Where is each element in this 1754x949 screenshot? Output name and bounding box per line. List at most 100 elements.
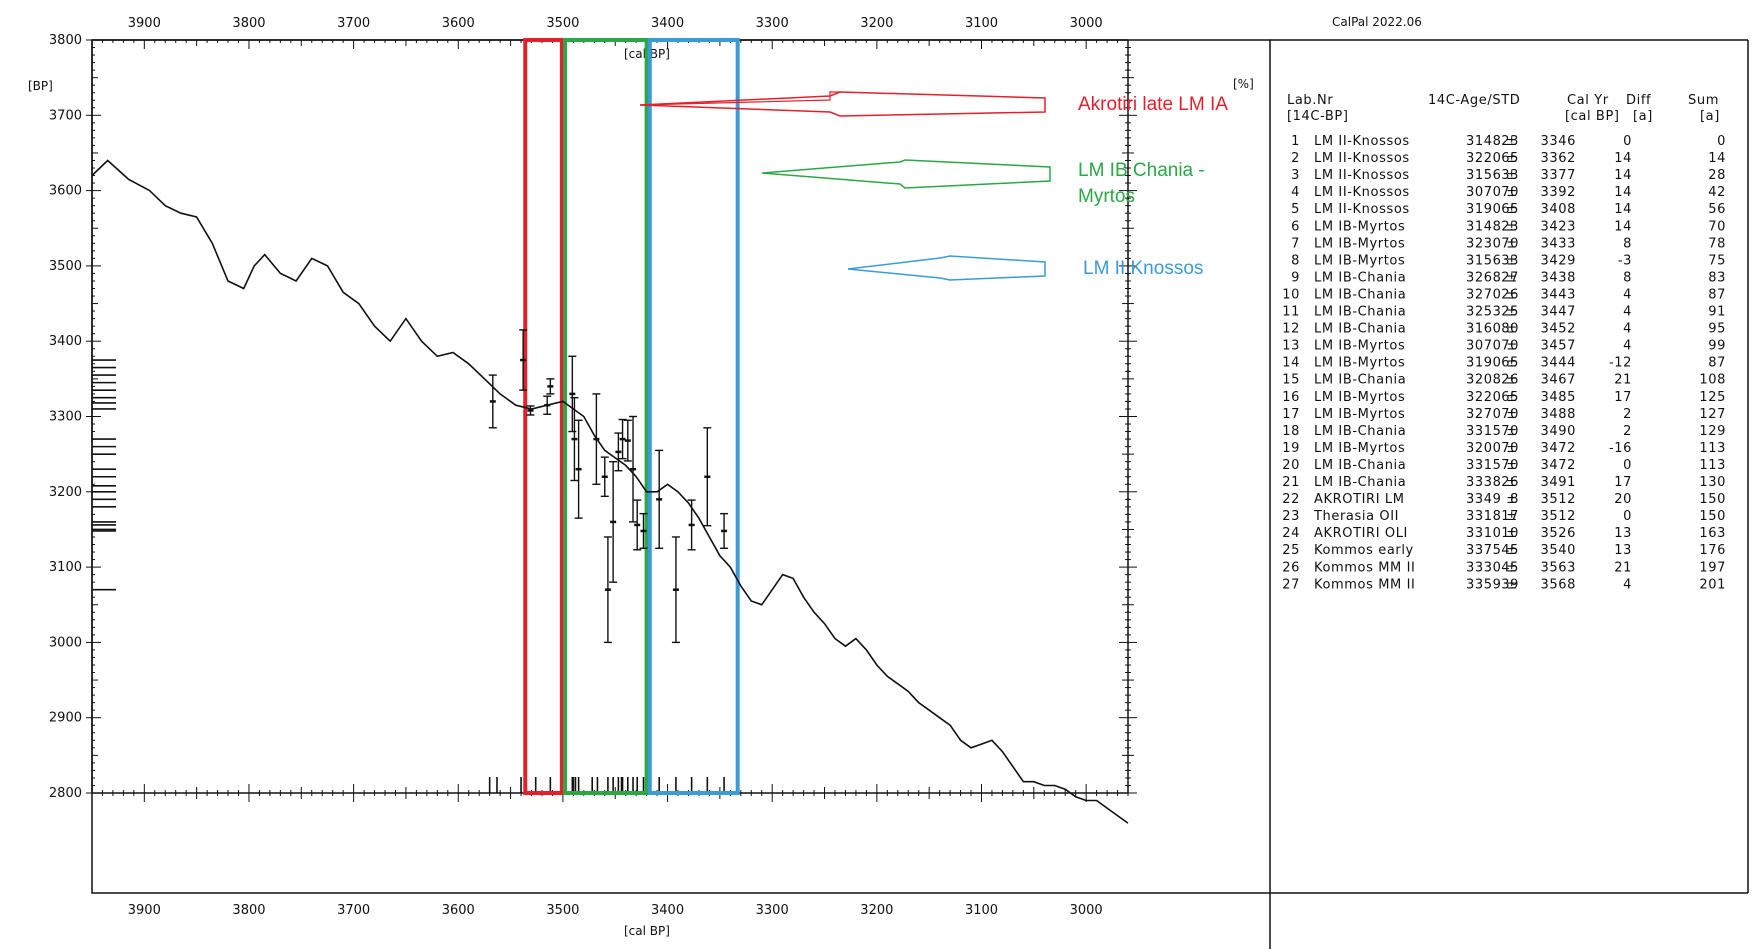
row-index: 7	[1291, 236, 1300, 251]
measurement-point	[639, 512, 648, 549]
measurement-point	[609, 460, 618, 583]
row-lab: LM IB-Chania	[1314, 305, 1406, 320]
table-row: 22 AKROTIRI LM 3349 ±8 3512 20 150	[1282, 492, 1725, 507]
row-std: 39	[1501, 577, 1519, 592]
row-sum: 127	[1699, 407, 1726, 422]
row-diff: 14	[1614, 202, 1632, 217]
row-index: 25	[1282, 543, 1300, 558]
row-calyr: 3485	[1541, 390, 1576, 405]
table-row: 10 LM IB-Chania 3270 ±26 3443 4 87	[1282, 287, 1726, 302]
row-lab: LM IB-Chania	[1314, 373, 1406, 388]
row-diff: -3	[1618, 253, 1632, 268]
row-diff: 17	[1614, 390, 1632, 405]
row-sum: 87	[1708, 287, 1726, 302]
row-calyr: 3490	[1541, 424, 1576, 439]
row-sum: 125	[1699, 390, 1726, 405]
row-diff: 2	[1623, 407, 1632, 422]
row-sum: 70	[1708, 219, 1726, 234]
table-row: 5 LM II-Knossos 3190 ±65 3408 14 56	[1291, 202, 1725, 217]
x-unit-label-bottom: [cal BP]	[624, 924, 670, 938]
row-calyr: 3540	[1541, 543, 1576, 558]
table-header: Lab.Nr [14C-BP] 14C-Age/STD Cal Yr [cal …	[1287, 93, 1719, 124]
row-sum: 14	[1708, 151, 1726, 166]
row-std: 33	[1501, 168, 1519, 183]
row-lab: LM IB-Chania	[1314, 424, 1406, 439]
row-std: 26	[1501, 287, 1519, 302]
row-age: 3338 ±	[1466, 475, 1518, 490]
table-row: 27 Kommos MM II 3359 ±39 3568 4 201	[1282, 577, 1725, 592]
row-lab: LM IB-Chania	[1314, 458, 1406, 473]
header-age-std: 14C-Age/STD	[1428, 93, 1520, 108]
row-std: 45	[1501, 560, 1519, 575]
y-tick-label: 3100	[49, 560, 82, 575]
y-tick-label: 3300	[49, 410, 82, 425]
row-index: 6	[1291, 219, 1300, 234]
y-tick-label: 2900	[49, 711, 82, 726]
row-calyr: 3408	[1541, 202, 1576, 217]
row-age: 3315 ±	[1466, 458, 1518, 473]
x-tick-label-bottom: 3000	[1070, 903, 1103, 918]
row-calyr: 3444	[1541, 356, 1576, 371]
percent-label: [%]	[1233, 77, 1254, 91]
row-index: 1	[1291, 134, 1300, 149]
row-sum: 0	[1717, 134, 1726, 149]
row-calyr: 3433	[1541, 236, 1576, 251]
row-lab: LM IB-Myrtos	[1314, 390, 1405, 405]
arrow-lm-ib	[761, 159, 1051, 189]
row-std: 26	[1501, 475, 1519, 490]
row-calyr: 3467	[1541, 373, 1576, 388]
row-index: 14	[1282, 356, 1300, 371]
row-diff: 14	[1614, 168, 1632, 183]
y-tick-label: 3600	[49, 184, 82, 199]
row-diff: 14	[1614, 151, 1632, 166]
measurement-error-bars	[488, 329, 729, 644]
row-sum: 42	[1708, 185, 1726, 200]
header-diff: Diff	[1626, 93, 1651, 108]
row-index: 22	[1282, 492, 1300, 507]
header-calyr: Cal Yr	[1567, 93, 1609, 108]
y-tick-label: 3800	[49, 33, 82, 48]
row-diff: 4	[1623, 322, 1632, 337]
row-diff: 13	[1614, 543, 1632, 558]
row-index: 10	[1282, 287, 1300, 302]
row-std: 23	[1501, 219, 1519, 234]
y-tick-label: 3000	[49, 635, 82, 650]
row-diff: 20	[1614, 492, 1632, 507]
y-unit-label: [BP]	[28, 79, 53, 93]
annotation-lm-ii: LM II Knossos	[1083, 258, 1203, 279]
table-row: 13 LM IB-Myrtos 3070 ±70 3457 4 99	[1282, 339, 1725, 354]
row-calyr: 3568	[1541, 577, 1576, 592]
row-lab: LM II-Knossos	[1314, 151, 1410, 166]
row-sum: 78	[1708, 236, 1726, 251]
calibration-curve	[91, 159, 1129, 824]
row-diff: 0	[1623, 509, 1632, 524]
row-lab: LM IB-Chania	[1314, 287, 1406, 302]
row-index: 24	[1282, 526, 1300, 541]
table-row: 7 LM IB-Myrtos 3230 ±70 3433 8 78	[1291, 236, 1726, 251]
header-lab-nr: Lab.Nr	[1287, 93, 1333, 108]
table-row: 4 LM II-Knossos 3070 ±70 3392 14 42	[1291, 185, 1726, 200]
table-row: 2 LM II-Knossos 3220 ±65 3362 14 14	[1291, 151, 1726, 166]
row-std: 70	[1501, 424, 1519, 439]
row-index: 18	[1282, 424, 1300, 439]
row-sum: 95	[1708, 322, 1726, 337]
row-index: 26	[1282, 560, 1300, 575]
x-tick-label-bottom: 3200	[860, 903, 893, 918]
row-sum: 197	[1699, 560, 1726, 575]
row-age: 3270 ±	[1466, 287, 1518, 302]
row-std: 33	[1501, 253, 1519, 268]
row-sum: 83	[1708, 270, 1726, 285]
table-row: 23 Therasia OII 3318 ±17 3512 0 150	[1282, 509, 1725, 524]
row-calyr: 3512	[1541, 492, 1576, 507]
row-diff: 21	[1614, 560, 1632, 575]
row-diff: 0	[1623, 134, 1632, 149]
y-tick-label: 3700	[49, 108, 82, 123]
row-sum: 129	[1699, 424, 1726, 439]
measurement-point	[633, 499, 642, 551]
row-std: 65	[1501, 151, 1519, 166]
measurement-point	[570, 396, 579, 482]
table-row: 24 AKROTIRI OLI 3310 ±10 3526 13 163	[1282, 526, 1725, 541]
header-lab-nr-sub: [14C-BP]	[1287, 109, 1349, 124]
row-lab: LM II-Knossos	[1314, 134, 1410, 149]
row-lab: AKROTIRI LM	[1314, 492, 1405, 507]
